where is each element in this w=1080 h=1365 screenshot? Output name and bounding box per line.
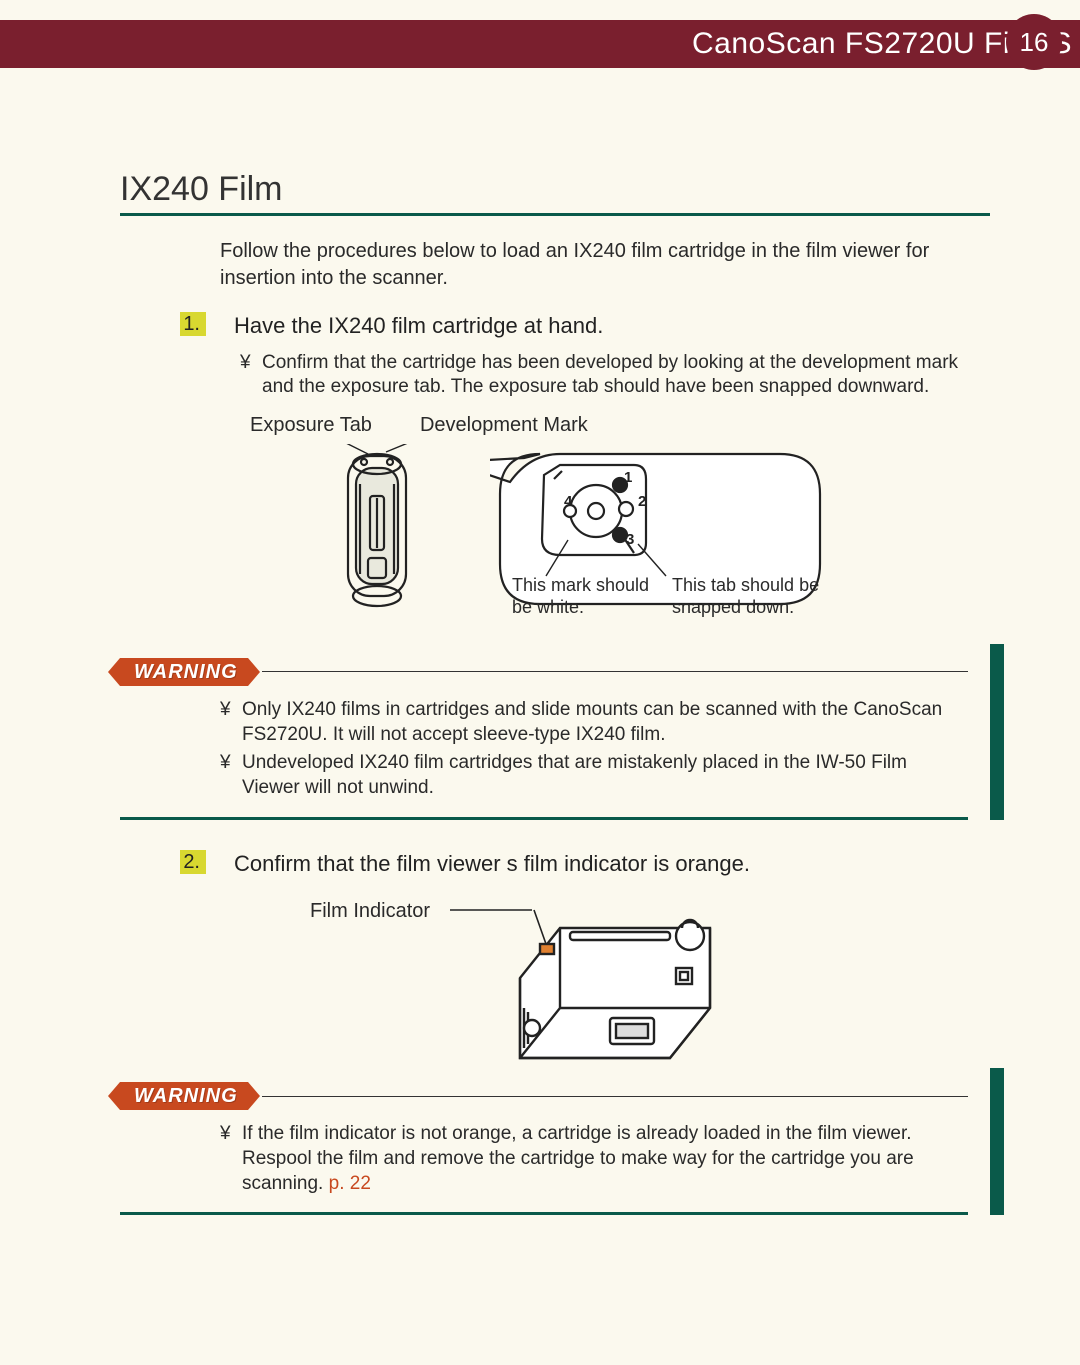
page-number: 16: [1020, 27, 1049, 58]
warning-bottom-rule: [120, 1212, 968, 1215]
step-1-sub-text: Confirm that the cartridge has been deve…: [262, 351, 990, 400]
warning-badge: WARNING: [120, 658, 248, 686]
step-1-sub: ¥ Confirm that the cartridge has been de…: [240, 351, 990, 400]
warning-2-body: If the film indicator is not orange, a c…: [242, 1122, 968, 1196]
header-page-circle: 16: [1006, 14, 1062, 70]
warning-side-bar: [990, 1068, 1004, 1215]
warning-2-text: ¥ If the film indicator is not orange, a…: [220, 1122, 968, 1196]
bullet-glyph: ¥: [220, 698, 234, 747]
step-2-number: 2.: [180, 850, 206, 874]
warning-bottom-rule: [120, 817, 968, 820]
diagram-film-viewer: Film Indicator: [300, 888, 990, 1078]
development-callout: 1 2 3 4 This mark should be white. This …: [490, 444, 830, 639]
page-content: IX240 Film Follow the procedures below t…: [120, 170, 990, 1245]
step-1: 1. Have the IX240 film cartridge at hand…: [180, 312, 990, 341]
dial-2: 2: [638, 493, 646, 510]
intro-text: Follow the procedures below to load an I…: [220, 238, 990, 292]
step-1-title: Have the IX240 film cartridge at hand.: [234, 312, 603, 341]
section-title: IX240 Film: [120, 170, 990, 216]
bullet-glyph: ¥: [220, 1122, 234, 1196]
warning-1-b2: Undeveloped IX240 film cartridges that a…: [242, 751, 968, 800]
dial-3: 3: [626, 531, 634, 548]
bullet-glyph: ¥: [220, 751, 234, 800]
dial-4: 4: [564, 493, 573, 510]
label-exposure-tab: Exposure Tab: [250, 414, 372, 437]
warning-side-bar: [990, 644, 1004, 820]
dial-1: 1: [624, 469, 632, 486]
label-development-mark: Development Mark: [420, 414, 588, 437]
warning-badge: WARNING: [120, 1082, 248, 1110]
step-2-title: Confirm that the film viewer s film indi…: [234, 850, 750, 879]
callout-mark-white: This mark should be white.: [512, 574, 652, 619]
header-bar: CanoScan FS2720U Film S: [0, 20, 1080, 68]
step-2: 2. Confirm that the film viewer s film i…: [180, 850, 990, 879]
callout-tab-down: This tab should be snapped down.: [672, 574, 832, 619]
bullet-glyph: ¥: [240, 351, 254, 400]
warning-1-b1: Only IX240 films in cartridges and slide…: [242, 698, 968, 747]
warning-1-text: ¥Only IX240 films in cartridges and slid…: [220, 698, 968, 801]
warning-rule: [262, 671, 968, 672]
warning-2: WARNING ¥ If the film indicator is not o…: [120, 1082, 990, 1215]
step-1-number: 1.: [180, 312, 206, 336]
warning-1: WARNING ¥Only IX240 films in cartridges …: [120, 658, 990, 820]
warning-rule: [262, 1096, 968, 1097]
cartridge-illustration: [330, 444, 430, 619]
page-ref-link[interactable]: p. 22: [329, 1173, 371, 1194]
diagram-cartridge: Exposure Tab Development Mark: [240, 414, 990, 634]
